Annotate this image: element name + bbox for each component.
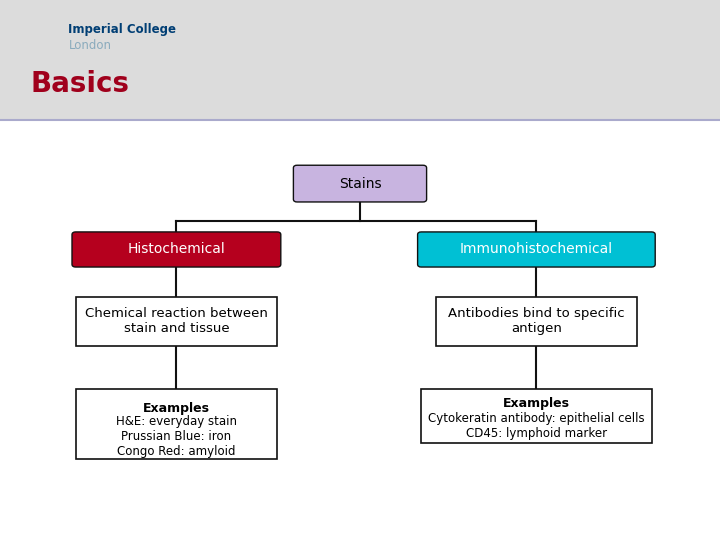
Text: Immunohistochemical: Immunohistochemical (460, 242, 613, 256)
Bar (0, 0, 720, 120)
FancyBboxPatch shape (76, 297, 277, 346)
Text: Imperial College: Imperial College (68, 23, 176, 36)
Text: Examples: Examples (143, 402, 210, 415)
Text: Histochemical: Histochemical (127, 242, 225, 256)
Bar (0, 120, 720, 540)
FancyBboxPatch shape (421, 389, 652, 443)
FancyBboxPatch shape (294, 165, 426, 202)
FancyBboxPatch shape (418, 232, 655, 267)
FancyBboxPatch shape (76, 389, 277, 459)
Text: London: London (68, 39, 112, 52)
Text: H&E: everyday stain
Prussian Blue: iron
Congo Red: amyloid: H&E: everyday stain Prussian Blue: iron … (116, 415, 237, 458)
Text: Cytokeratin antibody: epithelial cells
CD45: lymphoid marker: Cytokeratin antibody: epithelial cells C… (428, 411, 644, 440)
FancyBboxPatch shape (72, 232, 281, 267)
Text: Stains: Stains (338, 177, 382, 191)
FancyBboxPatch shape (436, 297, 637, 346)
Text: Chemical reaction between
stain and tissue: Chemical reaction between stain and tiss… (85, 307, 268, 335)
Text: Examples: Examples (503, 397, 570, 410)
Text: Basics: Basics (30, 70, 130, 98)
Text: Antibodies bind to specific
antigen: Antibodies bind to specific antigen (448, 307, 625, 335)
